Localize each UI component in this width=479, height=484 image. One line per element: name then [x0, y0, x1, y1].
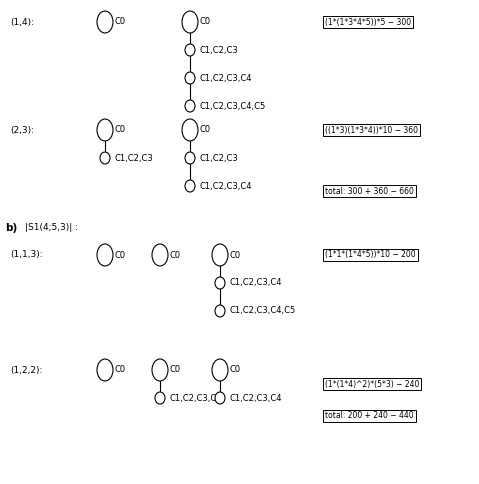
Text: C1,C2,C3,C4: C1,C2,C3,C4 — [200, 74, 252, 82]
Text: total: 300 + 360 − 660: total: 300 + 360 − 660 — [325, 186, 414, 196]
Ellipse shape — [215, 305, 225, 317]
Ellipse shape — [152, 359, 168, 381]
Text: C1,C2,C3,C4,C5: C1,C2,C3,C4,C5 — [230, 306, 296, 316]
Text: b): b) — [5, 223, 17, 233]
Text: (1,4):: (1,4): — [10, 17, 34, 27]
Ellipse shape — [212, 244, 228, 266]
Ellipse shape — [100, 152, 110, 164]
Text: total: 200 + 240 − 440: total: 200 + 240 − 440 — [325, 411, 414, 421]
Text: C0: C0 — [230, 251, 241, 259]
Text: C0: C0 — [200, 125, 211, 135]
Ellipse shape — [185, 152, 195, 164]
Text: ((1*3)(1*3*4))*10 − 360: ((1*3)(1*3*4))*10 − 360 — [325, 125, 418, 135]
Text: C0: C0 — [115, 125, 126, 135]
Ellipse shape — [155, 392, 165, 404]
Text: C1,C2,C3: C1,C2,C3 — [200, 45, 239, 55]
Text: C1,C2,C3,C4: C1,C2,C3,C4 — [230, 393, 283, 403]
Text: C0: C0 — [200, 17, 211, 27]
Ellipse shape — [97, 244, 113, 266]
Ellipse shape — [212, 359, 228, 381]
Text: C0: C0 — [115, 365, 126, 375]
Ellipse shape — [182, 119, 198, 141]
Text: (1*(1*4)^2)*(5*3) − 240: (1*(1*4)^2)*(5*3) − 240 — [325, 379, 420, 389]
Ellipse shape — [185, 100, 195, 112]
Text: C1,C2,C3: C1,C2,C3 — [115, 153, 154, 163]
Ellipse shape — [215, 392, 225, 404]
Ellipse shape — [97, 11, 113, 33]
Text: (1,1,3):: (1,1,3): — [10, 251, 43, 259]
Text: (2,3):: (2,3): — [10, 125, 34, 135]
Text: (1,2,2):: (1,2,2): — [10, 365, 42, 375]
Text: (1*(1*3*4*5))*5 − 300: (1*(1*3*4*5))*5 − 300 — [325, 17, 411, 27]
Text: |S1(4;5,3)| :: |S1(4;5,3)| : — [25, 224, 78, 232]
Text: C0: C0 — [115, 17, 126, 27]
Ellipse shape — [97, 359, 113, 381]
Text: C0: C0 — [170, 365, 181, 375]
Ellipse shape — [185, 72, 195, 84]
Text: C1,C2,C3: C1,C2,C3 — [200, 153, 239, 163]
Ellipse shape — [152, 244, 168, 266]
Text: C1,C2,C3,C4: C1,C2,C3,C4 — [200, 182, 252, 191]
Ellipse shape — [182, 11, 198, 33]
Text: (1*1*(1*4*5))*10 − 200: (1*1*(1*4*5))*10 − 200 — [325, 251, 416, 259]
Text: C0: C0 — [230, 365, 241, 375]
Ellipse shape — [185, 44, 195, 56]
Ellipse shape — [185, 180, 195, 192]
Text: C0: C0 — [115, 251, 126, 259]
Ellipse shape — [97, 119, 113, 141]
Text: C1,C2,C3,C4: C1,C2,C3,C4 — [170, 393, 223, 403]
Text: C0: C0 — [170, 251, 181, 259]
Ellipse shape — [215, 277, 225, 289]
Text: C1,C2,C3,C4,C5: C1,C2,C3,C4,C5 — [200, 102, 266, 110]
Text: C1,C2,C3,C4: C1,C2,C3,C4 — [230, 278, 283, 287]
